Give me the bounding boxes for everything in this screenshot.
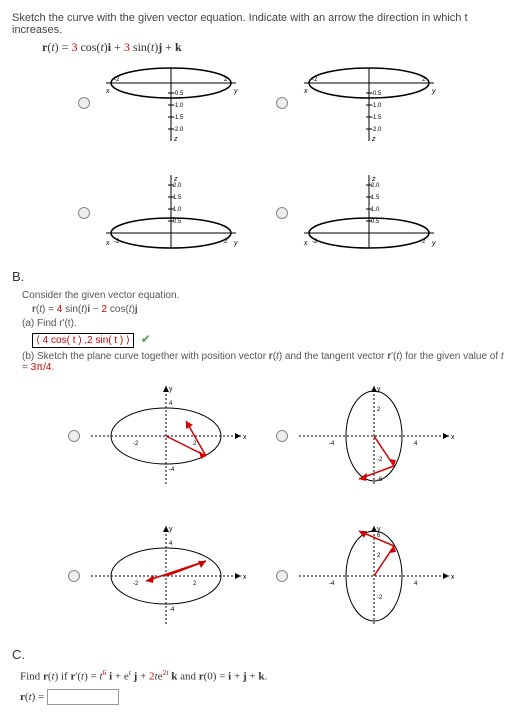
- svg-text:-2: -2: [312, 239, 318, 245]
- svg-text:0.5: 0.5: [371, 219, 380, 225]
- svg-text:y: y: [169, 386, 173, 393]
- radio-option[interactable]: [276, 97, 288, 109]
- vector-plot: x y -2 2 4 -4: [86, 381, 246, 491]
- svg-text:y: y: [377, 386, 381, 393]
- radio-option[interactable]: [78, 207, 90, 219]
- svg-text:2: 2: [422, 239, 426, 245]
- svg-text:-2: -2: [133, 441, 139, 447]
- svg-text:2: 2: [193, 581, 197, 587]
- svg-text:4: 4: [414, 581, 418, 587]
- partA-instruction: Sketch the curve with the given vector e…: [12, 12, 510, 36]
- svg-text:1.5: 1.5: [173, 195, 182, 201]
- svg-text:2: 2: [377, 407, 381, 413]
- svg-text:-2: -2: [114, 77, 120, 83]
- svg-text:x: x: [451, 574, 454, 581]
- svg-text:1.5: 1.5: [371, 195, 380, 201]
- svg-text:1.0: 1.0: [371, 207, 380, 213]
- ellipse-plot-bottom: 2.0 1.5 1.0 0.5 -2 2 x y z: [96, 173, 246, 253]
- svg-text:2.0: 2.0: [371, 183, 380, 189]
- partA-equation: r(t) = 3 cos(t)i + 3 sin(t)j + k: [42, 40, 510, 55]
- partB-step-a: (a) Find r'(t).: [22, 318, 510, 329]
- partC-answer-label: r(t) =: [20, 691, 44, 703]
- partA-graph-grid: -22 -0.5 -1.0 -1.5 -2.0 x y z -22 -0.5-1…: [12, 63, 510, 253]
- svg-text:-0.5: -0.5: [173, 91, 184, 97]
- svg-text:0.5: 0.5: [173, 219, 182, 225]
- svg-text:x: x: [105, 88, 110, 95]
- svg-text:x: x: [243, 574, 246, 581]
- check-icon: ✔: [141, 332, 151, 346]
- svg-text:-2: -2: [312, 77, 318, 83]
- radio-option[interactable]: [276, 570, 288, 582]
- svg-text:6: 6: [377, 533, 381, 539]
- svg-text:-4: -4: [329, 581, 335, 587]
- radio-option[interactable]: [68, 570, 80, 582]
- svg-text:y: y: [169, 526, 173, 533]
- svg-text:y: y: [431, 240, 436, 247]
- svg-text:z: z: [371, 176, 376, 183]
- svg-text:-4: -4: [329, 441, 335, 447]
- svg-text:y: y: [377, 526, 381, 533]
- svg-text:x: x: [303, 88, 308, 95]
- svg-text:-0.5: -0.5: [371, 91, 382, 97]
- svg-text:-2.0: -2.0: [173, 127, 184, 133]
- partB-answer-box: ⟨ 4 cos( t ) ,2 sin( t ) ⟩: [32, 333, 134, 348]
- vector-plot: x y -4 4 6 2 -2: [294, 521, 454, 631]
- radio-option[interactable]: [68, 430, 80, 442]
- partC-label: C.: [12, 647, 510, 662]
- svg-text:z: z: [173, 176, 178, 183]
- svg-text:-2.0: -2.0: [371, 127, 382, 133]
- svg-text:-2: -2: [377, 595, 383, 601]
- svg-text:y: y: [233, 240, 238, 247]
- ellipse-plot-top: -22 -0.5 -1.0 -1.5 -2.0 x y z: [96, 63, 246, 143]
- svg-text:2: 2: [224, 239, 228, 245]
- partB-intro: Consider the given vector equation.: [22, 290, 510, 301]
- svg-text:z: z: [371, 136, 376, 143]
- svg-text:2: 2: [193, 441, 197, 447]
- partB-label: B.: [12, 269, 510, 284]
- svg-text:1.0: 1.0: [173, 207, 182, 213]
- radio-option[interactable]: [78, 97, 90, 109]
- partB-equation: r(t) = 4 sin(t)i − 2 cos(t)j: [32, 304, 510, 315]
- svg-text:4: 4: [414, 441, 418, 447]
- ellipse-plot-top: -22 -0.5-1.0-1.5-2.0 xyz: [294, 63, 444, 143]
- ellipse-plot-bottom: 2.0 1.5 1.0 0.5 -2 2 x y z: [294, 173, 444, 253]
- svg-text:-1.0: -1.0: [173, 103, 184, 109]
- svg-text:-1.5: -1.5: [371, 115, 382, 121]
- svg-text:y: y: [233, 88, 238, 95]
- partC-prompt: Find r(t) if r'(t) = t6 i + et j + 2te2t…: [20, 668, 510, 683]
- svg-text:x: x: [243, 434, 246, 441]
- svg-text:y: y: [431, 88, 436, 95]
- svg-text:-4: -4: [169, 607, 175, 613]
- svg-text:x: x: [105, 240, 110, 247]
- partB-graph-grid: x y -2 2 4 -4 x y -4 4 2 -2 -6 x y -2 2 4 -4: [12, 381, 510, 631]
- radio-option[interactable]: [276, 207, 288, 219]
- svg-text:-6: -6: [377, 477, 383, 483]
- svg-text:-2: -2: [114, 239, 120, 245]
- svg-text:-4: -4: [169, 467, 175, 473]
- svg-text:-2: -2: [133, 581, 139, 587]
- svg-text:-2: -2: [377, 457, 383, 463]
- svg-text:4: 4: [169, 401, 173, 407]
- svg-text:4: 4: [169, 541, 173, 547]
- svg-text:-1.5: -1.5: [173, 115, 184, 121]
- vector-plot: x y -2 2 4 -4: [86, 521, 246, 631]
- svg-text:z: z: [173, 136, 178, 143]
- partC-answer-input[interactable]: [47, 689, 119, 705]
- svg-text:2: 2: [377, 553, 381, 559]
- radio-option[interactable]: [276, 430, 288, 442]
- svg-text:-1.0: -1.0: [371, 103, 382, 109]
- svg-text:x: x: [451, 434, 454, 441]
- vector-plot: x y -4 4 2 -2 -6: [294, 381, 454, 491]
- partB-step-b: (b) Sketch the plane curve together with…: [22, 351, 510, 373]
- svg-text:2.0: 2.0: [173, 183, 182, 189]
- svg-text:x: x: [303, 240, 308, 247]
